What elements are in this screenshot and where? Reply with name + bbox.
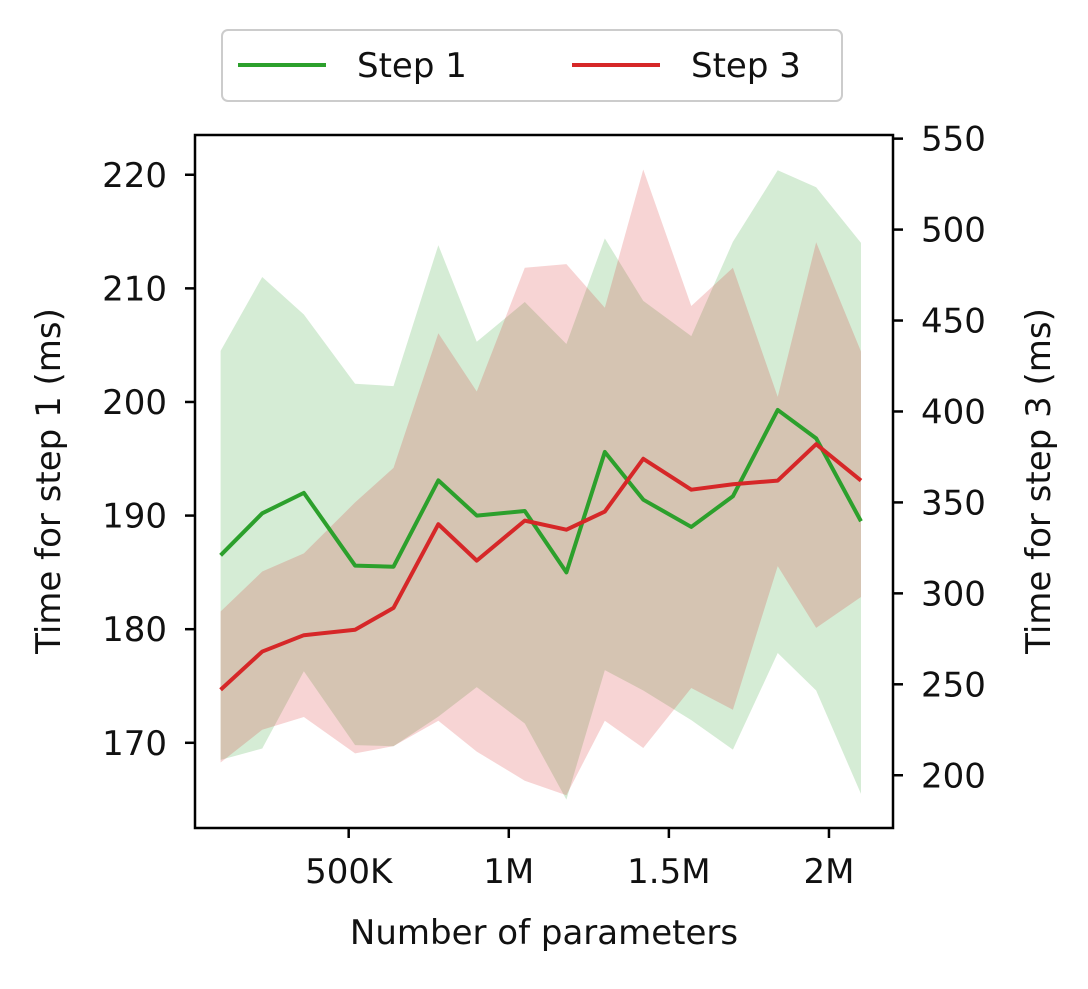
x-axis-ticks: 500K 1M 1.5M 2M bbox=[305, 828, 854, 892]
x-tick-label: 1.5M bbox=[627, 852, 710, 892]
right-y-tick-label: 500 bbox=[921, 211, 986, 251]
legend-label-step-1: Step 1 bbox=[357, 46, 467, 86]
left-y-tick-label: 180 bbox=[102, 610, 167, 650]
x-tick-label: 2M bbox=[803, 852, 854, 892]
legend: Step 1 Step 3 bbox=[221, 29, 843, 102]
band-step-3 bbox=[220, 169, 861, 796]
left-y-tick-label: 170 bbox=[102, 724, 167, 764]
left-y-tick-label: 220 bbox=[102, 156, 167, 196]
legend-label-step-3: Step 3 bbox=[691, 46, 801, 86]
x-tick-label: 500K bbox=[305, 852, 394, 892]
x-tick-label: 1M bbox=[483, 852, 534, 892]
right-y-tick-label: 550 bbox=[921, 120, 986, 160]
right-y-tick-label: 400 bbox=[921, 392, 986, 432]
right-y-tick-label: 300 bbox=[921, 574, 986, 614]
left-y-axis-label: Time for step 1 (ms) bbox=[29, 308, 69, 655]
right-y-tick-label: 450 bbox=[921, 302, 986, 342]
x-axis-label: Number of parameters bbox=[350, 913, 738, 953]
plot-area-frame bbox=[193, 133, 895, 830]
right-y-axis-label: Time for step 3 (ms) bbox=[1019, 308, 1059, 655]
left-y-tick-label: 200 bbox=[102, 383, 167, 423]
left-y-axis-ticks: 170 180 190 200 210 220 bbox=[102, 156, 195, 764]
right-y-tick-label: 200 bbox=[921, 756, 986, 796]
legend-box bbox=[221, 29, 843, 102]
line-step-1 bbox=[219, 407, 863, 575]
line-step-3 bbox=[219, 442, 863, 692]
right-y-axis-ticks: 200 250 300 350 400 450 500 550 bbox=[893, 120, 986, 796]
right-y-tick-label: 350 bbox=[921, 483, 986, 523]
confidence-bands bbox=[220, 169, 861, 800]
left-y-tick-label: 190 bbox=[102, 497, 167, 537]
right-y-tick-label: 250 bbox=[921, 665, 986, 705]
band-step-1 bbox=[220, 170, 861, 800]
series-lines bbox=[219, 407, 863, 692]
left-y-tick-label: 210 bbox=[102, 269, 167, 309]
